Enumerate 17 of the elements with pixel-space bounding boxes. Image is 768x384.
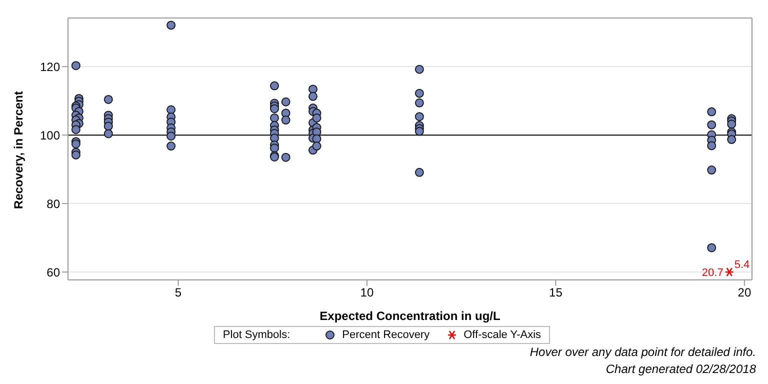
legend-label: Percent Recovery (341, 328, 430, 341)
y-tick-label: 80 (46, 196, 60, 211)
text: Chart generated 02/28/2018 (604, 361, 756, 378)
x-tick-label: 20 (738, 285, 752, 300)
x-tick-label: 15 (549, 285, 563, 300)
x-axis-title: Expected Concentration in ug/L (320, 308, 500, 323)
y-tick-label: 100 (40, 128, 60, 142)
text: Hover over any data point for detailed info. (528, 344, 756, 361)
annotation: 20.7 (702, 266, 724, 279)
legend-title: Plot Symbols: (222, 328, 290, 341)
legend-label: Off-scale Y-Axis (462, 328, 542, 341)
y-tick-label: 60 (46, 265, 60, 280)
x-tick-label: 5 (174, 285, 182, 300)
y-axis-title: Recovery, in Percent (11, 91, 26, 209)
x-tick-label: 10 (360, 285, 374, 300)
y-tick-label: 120 (40, 60, 60, 74)
annotation: 5.4 (734, 259, 750, 272)
